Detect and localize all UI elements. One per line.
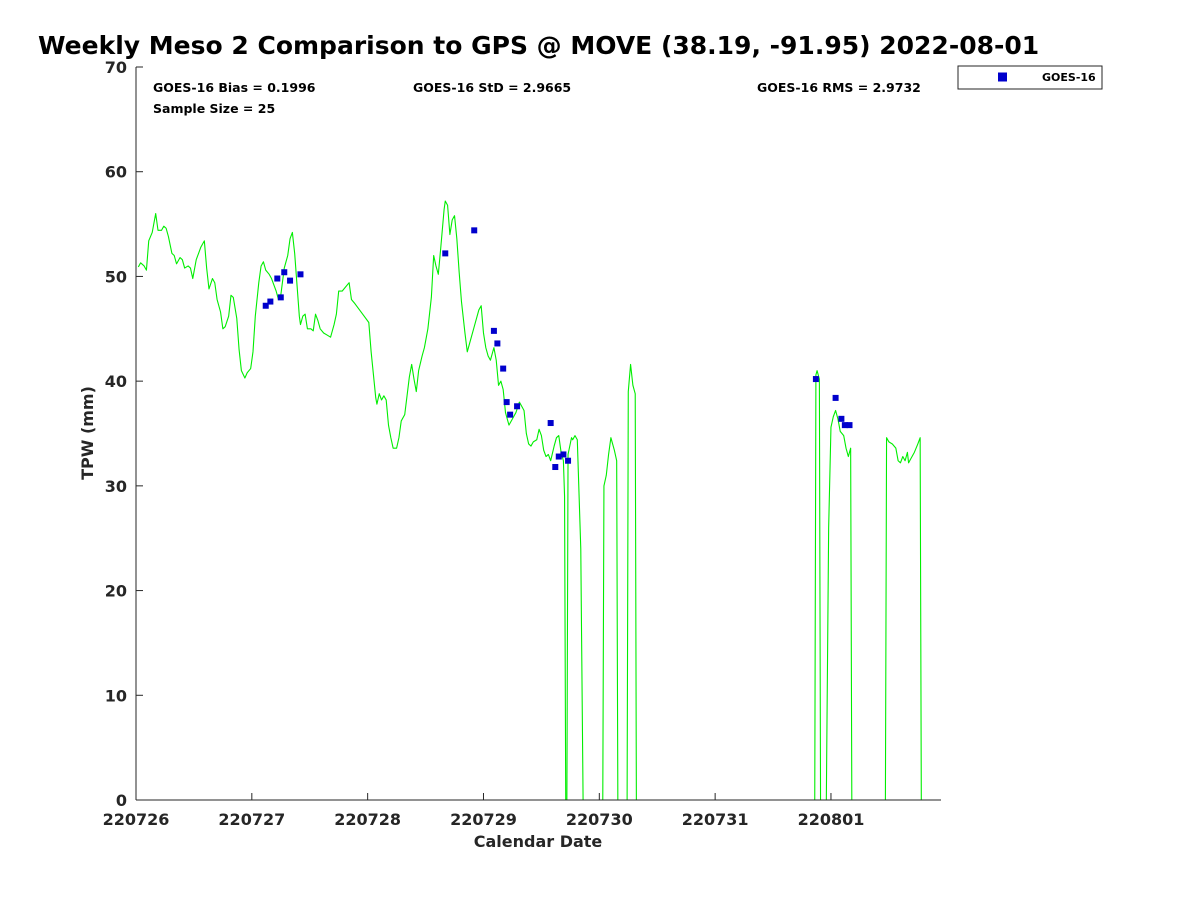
goes16-point-3 xyxy=(277,294,284,301)
x-axis-label: Calendar Date xyxy=(474,832,603,851)
x-tick-label-220729: 220729 xyxy=(450,810,517,829)
goes16-point-12 xyxy=(503,399,510,406)
goes16-point-13 xyxy=(507,411,514,418)
goes16-point-0 xyxy=(262,302,269,309)
x-tick-label-220727: 220727 xyxy=(218,810,285,829)
chart-title: Weekly Meso 2 Comparison to GPS @ MOVE (… xyxy=(38,31,1039,60)
goes16-point-21 xyxy=(832,394,839,401)
y-tick-label-10: 10 xyxy=(105,686,127,705)
y-axis-label: TPW (mm) xyxy=(78,386,97,480)
goes16-point-6 xyxy=(297,271,304,278)
goes16-point-18 xyxy=(560,451,567,458)
y-tick-label-40: 40 xyxy=(105,372,127,391)
legend-marker-goes16 xyxy=(998,72,1007,82)
legend: GOES-16 xyxy=(957,65,1103,90)
goes16-point-5 xyxy=(287,277,294,284)
goes16-point-22 xyxy=(838,415,845,422)
y-tick-label-60: 60 xyxy=(105,163,127,182)
std-stat: GOES-16 StD = 2.9665 xyxy=(413,80,571,95)
goes16-point-15 xyxy=(547,420,554,427)
y-tick-label-0: 0 xyxy=(116,791,127,810)
goes16-point-20 xyxy=(812,376,819,383)
legend-label-goes16: GOES-16 xyxy=(1042,71,1096,84)
goes16-point-19 xyxy=(565,457,572,464)
goes16-point-1 xyxy=(267,298,274,305)
goes16-point-7 xyxy=(442,250,449,257)
y-tick-label-70: 70 xyxy=(105,58,127,77)
goes16-point-8 xyxy=(471,227,478,234)
x-tick-label-220728: 220728 xyxy=(334,810,401,829)
goes16-point-16 xyxy=(552,464,559,471)
y-tick-label-20: 20 xyxy=(105,582,127,601)
x-tick-label-220731: 220731 xyxy=(682,810,749,829)
x-tick-label-220801: 220801 xyxy=(798,810,865,829)
goes16-point-9 xyxy=(490,327,497,334)
goes16-point-10 xyxy=(494,340,501,347)
goes16-point-23 xyxy=(841,422,848,429)
goes16-point-11 xyxy=(500,365,507,372)
x-tick-label-220730: 220730 xyxy=(566,810,633,829)
sample-size-stat: Sample Size = 25 xyxy=(153,101,275,116)
goes16-point-24 xyxy=(846,422,853,429)
y-tick-label-50: 50 xyxy=(105,267,127,286)
rms-stat: GOES-16 RMS = 2.9732 xyxy=(757,80,921,95)
goes16-point-2 xyxy=(274,275,281,282)
gps-tpw-line xyxy=(137,200,922,801)
goes16-point-14 xyxy=(514,403,521,410)
y-tick-label-30: 30 xyxy=(105,477,127,496)
stats-annotations: GOES-16 Bias = 0.1996 GOES-16 StD = 2.96… xyxy=(153,80,921,116)
goes16-point-4 xyxy=(281,269,288,276)
plot-area: 0 10 20 30 40 50 60 70 220726 220727 220728 220729 2… xyxy=(103,58,941,829)
bias-stat: GOES-16 Bias = 0.1996 xyxy=(153,80,316,95)
x-tick-label-220726: 220726 xyxy=(103,810,170,829)
legend-box xyxy=(957,65,1103,90)
goes16-point-17 xyxy=(555,453,562,460)
